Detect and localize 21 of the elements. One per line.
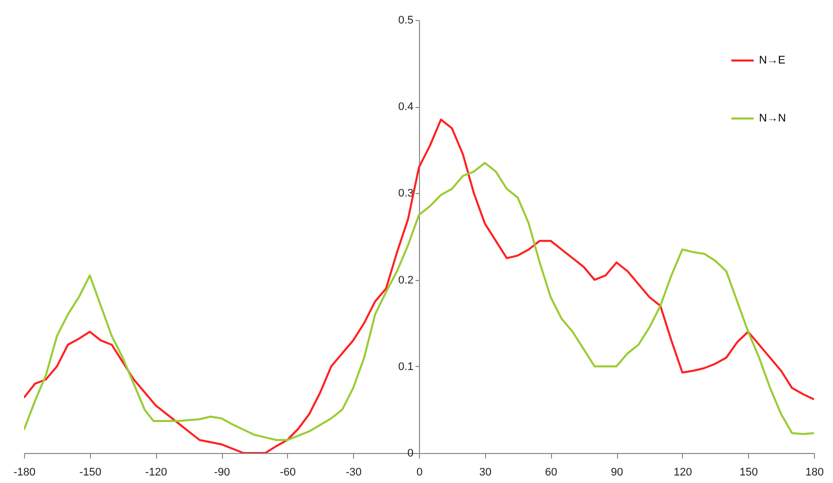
- legend-label: N→N: [759, 112, 786, 124]
- x-tick-label: -30: [346, 466, 362, 478]
- y-tick-label: 0.4: [398, 101, 414, 114]
- y-tick-label: 0: [407, 448, 414, 460]
- x-tick-label: 120: [674, 466, 692, 478]
- x-tick-label: -60: [280, 466, 296, 478]
- y-tick-label: 0.1: [398, 360, 414, 373]
- x-tick-label: 150: [739, 466, 758, 478]
- x-tick-label: 0: [416, 466, 423, 478]
- x-tick-label: 30: [479, 466, 492, 478]
- x-tick-label: 90: [610, 466, 624, 478]
- x-tick-label: -150: [79, 466, 102, 478]
- y-tick-label: 0.5: [398, 14, 414, 26]
- line-series: [24, 162, 814, 442]
- x-tick-label: -180: [13, 466, 36, 478]
- x-tick-label: 60: [545, 466, 558, 478]
- legend-label: N→E: [759, 54, 786, 66]
- x-tick-label: -120: [145, 466, 168, 478]
- x-tick-label: 180: [805, 466, 824, 478]
- x-tick-label: -90: [214, 466, 230, 478]
- y-tick-label: 0.2: [398, 274, 414, 286]
